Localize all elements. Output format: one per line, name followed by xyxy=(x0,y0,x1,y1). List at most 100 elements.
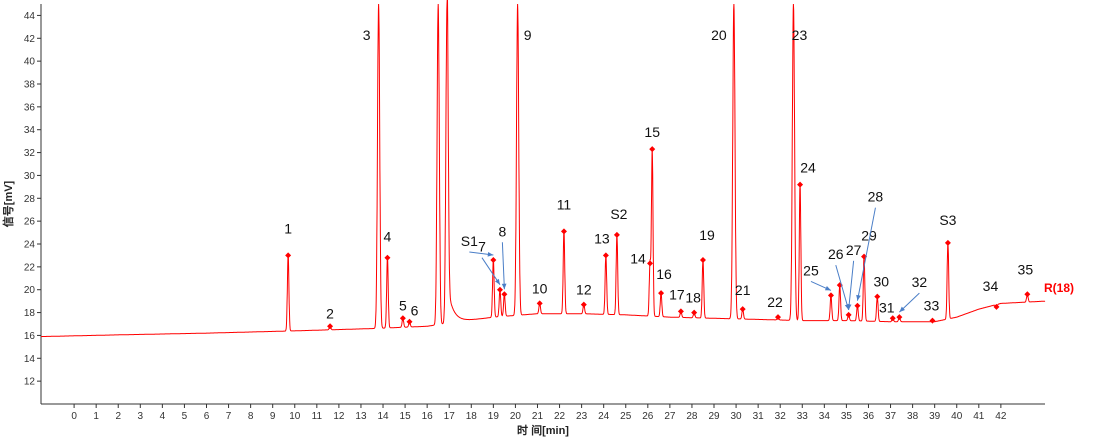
annotation-arrowhead xyxy=(899,306,905,313)
peak-label: 13 xyxy=(594,230,610,246)
x-tick-label: 30 xyxy=(731,411,743,422)
x-tick-label: 18 xyxy=(466,411,478,422)
x-tick-label: 9 xyxy=(270,411,276,422)
y-tick-label: 40 xyxy=(24,57,36,68)
x-tick-label: 15 xyxy=(400,411,412,422)
y-tick-label: 16 xyxy=(24,331,36,342)
peak-marker xyxy=(327,323,334,330)
peak-label: 16 xyxy=(656,266,672,282)
peak-label: S2 xyxy=(610,206,627,222)
peak-marker xyxy=(874,293,881,300)
x-tick-label: 29 xyxy=(708,411,720,422)
peak-marker xyxy=(677,308,684,315)
y-tick-group: 12 14 16 18 20 22 24 26 28 30 32 34 36 38 40 42 44 xyxy=(24,11,41,388)
peak-label: 15 xyxy=(644,124,660,140)
x-tick-label: 4 xyxy=(160,411,166,422)
peak-marker xyxy=(580,301,587,308)
y-tick-label: 24 xyxy=(24,240,36,251)
peak-marker xyxy=(699,257,706,263)
x-tick-label: 11 xyxy=(312,411,323,422)
x-tick-label: 33 xyxy=(797,411,809,422)
peak-marker xyxy=(944,239,951,246)
x-tick-label: 3 xyxy=(138,411,144,422)
x-tick-label: 17 xyxy=(444,411,456,422)
peak-label: 3 xyxy=(363,27,371,43)
y-tick-label: 26 xyxy=(24,217,36,228)
x-tick-label: 2 xyxy=(115,411,121,422)
peak-marker xyxy=(647,260,654,267)
peak-label: 4 xyxy=(384,229,392,245)
signal-trace xyxy=(41,0,1046,338)
peak-label: 30 xyxy=(874,274,890,290)
x-tick-label: 20 xyxy=(510,411,522,422)
peak-label: S1 xyxy=(461,233,478,249)
peak-marker-group xyxy=(285,146,1031,330)
peak-label: 5 xyxy=(399,297,407,313)
peak-label: 23 xyxy=(792,27,808,43)
peak-label: 27 xyxy=(846,242,862,258)
x-tick-label: 32 xyxy=(775,411,787,422)
peak-marker xyxy=(285,252,292,259)
peak-label: 18 xyxy=(685,290,701,306)
annotation-arrowhead xyxy=(494,278,500,285)
peak-marker xyxy=(827,292,834,299)
x-tick-label: 24 xyxy=(598,411,610,422)
peak-label: 10 xyxy=(532,280,548,296)
peak-label: 11 xyxy=(557,196,572,212)
x-tick-label: 7 xyxy=(226,411,232,422)
peak-marker xyxy=(490,257,497,263)
annotation-arrowhead xyxy=(846,304,852,310)
x-tick-label: 37 xyxy=(885,411,897,422)
peak-label: S3 xyxy=(939,212,956,228)
peak-marker xyxy=(496,286,503,293)
peak-label: 9 xyxy=(524,27,532,43)
peak-label: 2 xyxy=(326,305,334,321)
y-tick-label: 14 xyxy=(24,354,36,365)
peak-label: 20 xyxy=(711,27,727,43)
x-tick-label: 16 xyxy=(422,411,434,422)
peak-marker xyxy=(399,315,406,322)
annotation-arrow xyxy=(835,265,850,310)
y-tick-label: 42 xyxy=(24,34,36,45)
x-tick-label: 28 xyxy=(686,411,698,422)
x-tick-label: 21 xyxy=(532,411,544,422)
y-tick-label: 38 xyxy=(24,80,36,91)
peak-marker xyxy=(560,228,567,235)
annotation-arrowhead xyxy=(856,294,861,301)
x-tick-label: 23 xyxy=(576,411,588,422)
peak-marker xyxy=(889,315,896,322)
y-tick-label: 18 xyxy=(24,308,36,319)
x-tick-label: 36 xyxy=(863,411,875,422)
peak-label: 14 xyxy=(630,250,646,266)
x-tick-label: 19 xyxy=(488,411,500,422)
x-tick-label: 5 xyxy=(182,411,188,422)
x-tick-label: 41 xyxy=(973,411,985,422)
peak-label: 24 xyxy=(800,160,816,176)
x-tick-label: 26 xyxy=(642,411,654,422)
peak-marker xyxy=(775,314,782,321)
x-tick-label: 8 xyxy=(248,411,254,422)
peak-label: 1 xyxy=(284,220,292,236)
x-tick-label: 38 xyxy=(907,411,919,422)
y-axis-title: 信号[mV] xyxy=(1,180,15,227)
plot-area xyxy=(41,4,1045,404)
x-tick-group: 0 1 2 3 4 5 6 7 8 9 10 11 12 13 14 15 16 17 18 19 20 21 22 23 24… xyxy=(71,404,1007,422)
annotation-arrow xyxy=(501,242,505,290)
peak-marker xyxy=(613,231,620,238)
peak-marker xyxy=(797,181,804,188)
peak-marker xyxy=(384,254,391,261)
annotation-arrowhead xyxy=(501,283,507,290)
peak-label: 7 xyxy=(478,239,486,255)
peak-label: 26 xyxy=(828,246,844,262)
x-tick-label: 42 xyxy=(995,411,1007,422)
peak-label: 32 xyxy=(912,274,928,290)
peak-marker xyxy=(536,300,543,307)
peak-label: 22 xyxy=(767,294,783,310)
peak-marker xyxy=(406,318,413,325)
y-tick-label: 28 xyxy=(24,194,36,205)
y-tick-label: 22 xyxy=(24,262,36,273)
x-tick-label: 1 xyxy=(93,411,99,422)
x-tick-label: 35 xyxy=(841,411,853,422)
